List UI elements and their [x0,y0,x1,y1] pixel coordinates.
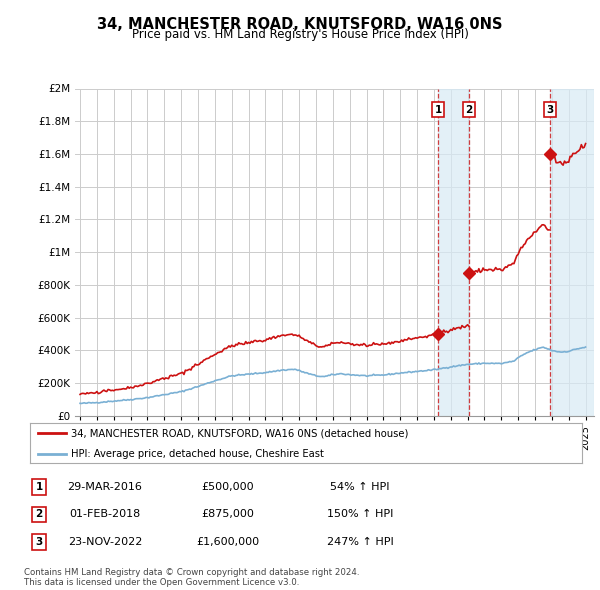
Text: 1: 1 [434,105,442,115]
Text: Contains HM Land Registry data © Crown copyright and database right 2024.
This d: Contains HM Land Registry data © Crown c… [24,568,359,587]
Text: £500,000: £500,000 [202,482,254,491]
Text: 01-FEB-2018: 01-FEB-2018 [70,510,140,519]
Bar [550,88,594,416]
Text: £1,600,000: £1,600,000 [196,537,260,546]
Text: Price paid vs. HM Land Registry's House Price Index (HPI): Price paid vs. HM Land Registry's House … [131,28,469,41]
Text: 23-NOV-2022: 23-NOV-2022 [68,537,142,546]
Text: HPI: Average price, detached house, Cheshire East: HPI: Average price, detached house, Ches… [71,450,324,460]
Text: 3: 3 [35,537,43,546]
Bar [438,88,469,416]
Text: 2: 2 [466,105,473,115]
Text: £875,000: £875,000 [202,510,254,519]
Text: 34, MANCHESTER ROAD, KNUTSFORD, WA16 0NS: 34, MANCHESTER ROAD, KNUTSFORD, WA16 0NS [97,17,503,31]
Text: 247% ↑ HPI: 247% ↑ HPI [326,537,394,546]
Text: 1: 1 [35,482,43,491]
Text: 3: 3 [547,105,554,115]
Text: 29-MAR-2016: 29-MAR-2016 [68,482,142,491]
Text: 2: 2 [35,510,43,519]
Text: 150% ↑ HPI: 150% ↑ HPI [327,510,393,519]
Text: 54% ↑ HPI: 54% ↑ HPI [330,482,390,491]
Text: 34, MANCHESTER ROAD, KNUTSFORD, WA16 0NS (detached house): 34, MANCHESTER ROAD, KNUTSFORD, WA16 0NS… [71,428,409,438]
